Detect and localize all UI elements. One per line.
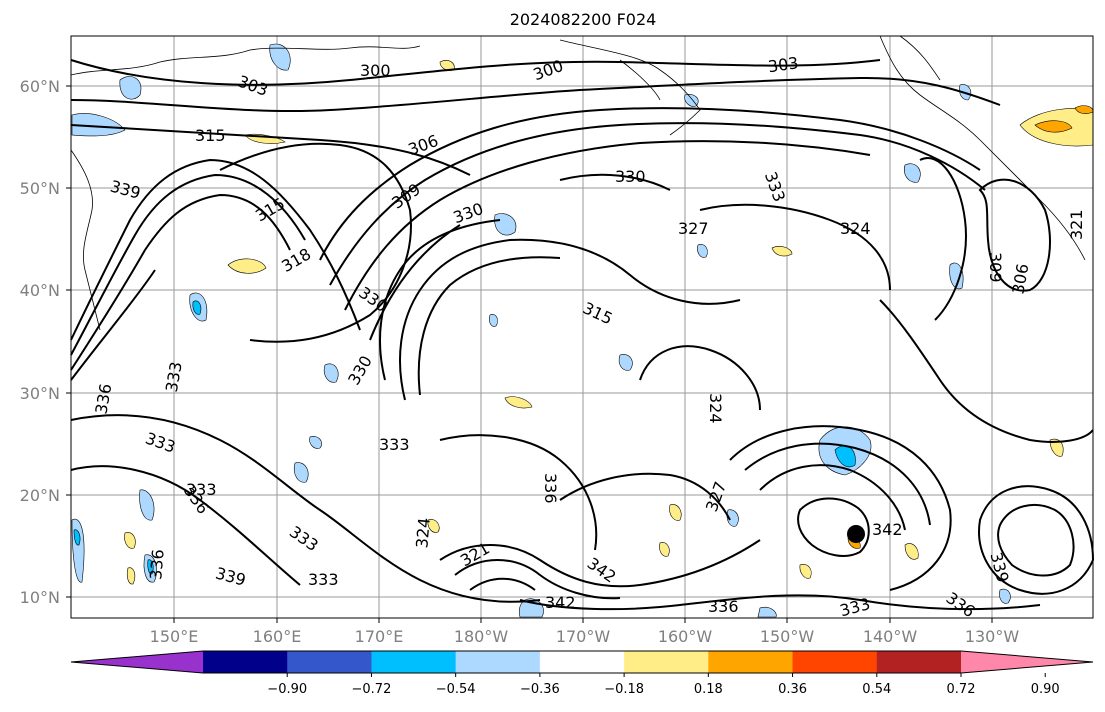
shaded-patches	[71, 43, 1094, 618]
lon-label: 170°W	[556, 627, 611, 646]
colorbar-tick-label: −0.72	[352, 682, 392, 697]
svg-text:309: 309	[986, 252, 1005, 283]
lon-label: 160°W	[658, 627, 713, 646]
colorbar-extend-low	[71, 651, 203, 673]
svg-text:327: 327	[678, 219, 709, 238]
gridlines	[71, 36, 1093, 618]
svg-text:315: 315	[195, 126, 226, 145]
lat-label: 10°N	[20, 588, 60, 607]
colorbar-segment	[371, 651, 457, 673]
colorbar-tick-label: 0.72	[947, 682, 976, 697]
colorbar-tick-label: −0.54	[436, 682, 476, 697]
svg-text:321: 321	[1067, 209, 1086, 240]
colorbar-segment	[287, 651, 372, 673]
svg-text:300: 300	[360, 61, 391, 80]
colorbar-segments	[70, 650, 1094, 674]
colorbar-segment	[624, 651, 709, 673]
colorbar-extend-high	[961, 651, 1093, 673]
colorbar-tick-label: 0.54	[862, 682, 891, 697]
svg-text:324: 324	[412, 517, 434, 549]
colorbar-ticks: −0.90 −0.72 −0.54 −0.36 −0.18 0.18 0.36 0.54 0.7…	[267, 673, 1060, 697]
colorbar-outline	[70, 650, 1094, 674]
svg-text:324: 324	[840, 219, 871, 238]
storm-center-marker	[847, 525, 865, 543]
colorbar-tick-label: −0.18	[604, 682, 644, 697]
coastlines	[70, 35, 1086, 331]
lat-label: 20°N	[20, 486, 60, 505]
lon-label: 140°W	[863, 627, 918, 646]
figure-title: 2024082200 F024	[510, 10, 657, 29]
colorbar-tick-label: −0.90	[267, 682, 307, 697]
colorbar-tick-label: 0.18	[694, 682, 723, 697]
lon-label: 170°E	[355, 627, 404, 646]
map-area: 300 300 303 303 306 315 315 318 309 327 …	[70, 35, 1095, 621]
colorbar-tick-label: 0.36	[778, 682, 807, 697]
colorbar: −0.90 −0.72 −0.54 −0.36 −0.18 0.18 0.36 0.54 0.7…	[70, 650, 1094, 697]
svg-text:336: 336	[146, 548, 168, 580]
colorbar-tick-label: −0.36	[520, 682, 560, 697]
lat-label: 30°N	[20, 384, 60, 403]
lon-label: 180°W	[454, 627, 509, 646]
map-border	[70, 35, 1094, 619]
svg-text:336: 336	[541, 473, 560, 504]
svg-text:333: 333	[379, 435, 410, 454]
colorbar-segment	[203, 651, 288, 673]
svg-text:336: 336	[708, 597, 739, 616]
lon-label: 130°W	[965, 627, 1020, 646]
lon-label: 150°W	[760, 627, 815, 646]
svg-text:303: 303	[767, 53, 800, 76]
colorbar-segment	[792, 651, 878, 673]
svg-text:342: 342	[545, 593, 576, 612]
contours	[70, 59, 1095, 611]
lon-axis: 150°E 160°E 170°E 180°W 170°W 160°W 150°…	[150, 618, 1020, 646]
colorbar-segment	[876, 651, 962, 673]
colorbar-tick-label: 0.90	[1031, 682, 1060, 697]
lat-label: 50°N	[20, 179, 60, 198]
svg-text:342: 342	[872, 520, 903, 539]
lat-label: 60°N	[20, 77, 60, 96]
lon-label: 160°E	[253, 627, 302, 646]
lon-label: 150°E	[150, 627, 199, 646]
lat-axis: 60°N 50°N 40°N 30°N 20°N 10°N	[20, 77, 71, 607]
svg-text:330: 330	[615, 167, 646, 186]
colorbar-segment	[708, 651, 794, 673]
colorbar-segment	[539, 651, 625, 673]
svg-text:324: 324	[706, 393, 725, 424]
svg-text:333: 333	[186, 480, 217, 499]
lat-label: 40°N	[20, 281, 60, 300]
colorbar-segment	[455, 651, 541, 673]
svg-text:333: 333	[308, 570, 339, 589]
